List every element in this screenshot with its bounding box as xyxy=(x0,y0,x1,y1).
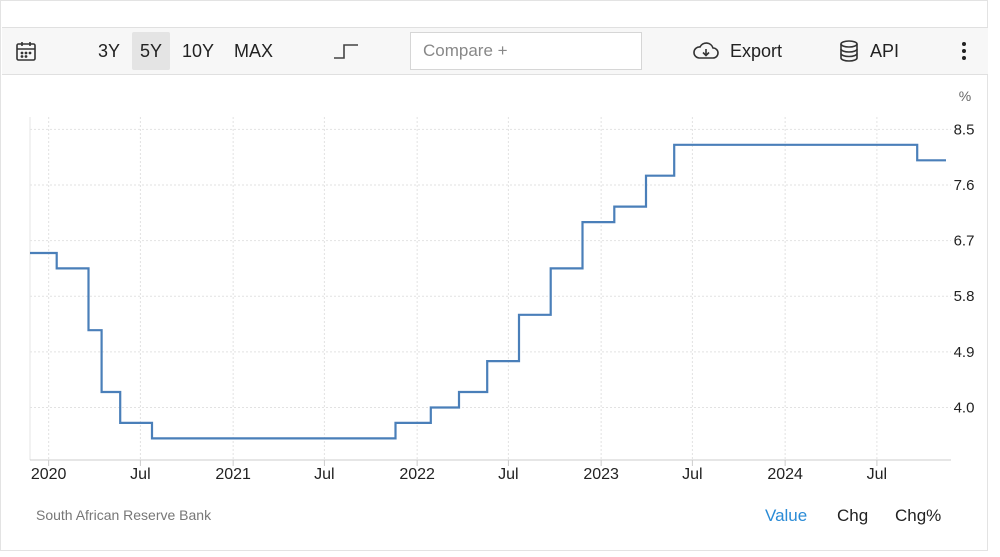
x-tick-label: 2024 xyxy=(767,466,803,483)
range-max-button[interactable]: MAX xyxy=(234,40,274,61)
range-10y-button[interactable]: 10Y xyxy=(182,40,215,61)
x-tick-label: 2022 xyxy=(399,466,435,483)
x-tick-label: Jul xyxy=(130,466,150,483)
database-icon xyxy=(838,39,860,63)
y-tick-label: 4.9 xyxy=(954,344,975,361)
range-3y-button[interactable]: 3Y xyxy=(98,40,121,61)
y-tick-label: 6.7 xyxy=(954,233,975,250)
x-tick-label: Jul xyxy=(682,466,702,483)
chart-toolbar: 3Y 5Y 10Y MAX Compare + Export xyxy=(2,27,988,75)
chart-widget: 3Y 5Y 10Y MAX Compare + Export xyxy=(0,0,988,551)
y-tick-label: 7.6 xyxy=(954,177,975,194)
calendar-icon[interactable] xyxy=(14,28,38,74)
cloud-download-icon xyxy=(692,40,720,62)
source-label: South African Reserve Bank xyxy=(36,507,212,523)
step-line-icon[interactable] xyxy=(332,28,360,74)
y-tick-label: 5.8 xyxy=(954,288,975,305)
y-tick-label: 8.5 xyxy=(954,121,975,138)
y-tick-label: 4.0 xyxy=(954,399,975,416)
compare-input[interactable]: Compare + xyxy=(410,32,642,70)
tab-chg-percent[interactable]: Chg% xyxy=(895,506,942,525)
x-tick-label: 2020 xyxy=(31,466,67,483)
api-label: API xyxy=(870,40,900,61)
x-tick-label: Jul xyxy=(498,466,518,483)
x-tick-label: 2021 xyxy=(215,466,251,483)
interest-rate-chart: 2020 Jul 2021 Jul 2022 Jul 2023 Jul 2024 Jul 8.5 7.… xyxy=(29,88,975,483)
more-vertical-icon[interactable] xyxy=(957,28,971,74)
tab-chg[interactable]: Chg xyxy=(837,506,869,525)
series-line xyxy=(30,143,946,440)
x-tick-label: 2023 xyxy=(583,466,619,483)
range-5y-button[interactable]: 5Y xyxy=(132,32,171,70)
x-tick-label: Jul xyxy=(867,466,887,483)
export-label: Export xyxy=(730,40,783,61)
y-unit-label: % xyxy=(959,88,971,104)
x-tick-label: Jul xyxy=(314,466,334,483)
api-button[interactable]: API xyxy=(838,28,899,74)
export-button[interactable]: Export xyxy=(692,28,782,74)
tab-value[interactable]: Value xyxy=(765,506,808,525)
